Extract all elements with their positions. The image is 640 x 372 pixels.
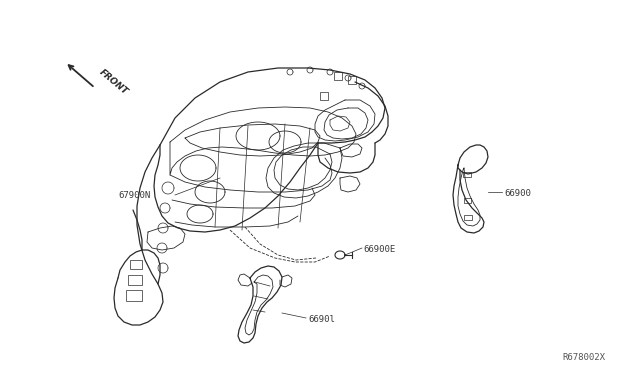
Text: 67900N: 67900N [118,191,150,200]
Bar [130,260,142,269]
Text: 6690l: 6690l [308,315,335,324]
Bar [128,275,142,285]
Bar [463,172,471,177]
Text: 66900: 66900 [504,189,531,198]
Bar [320,92,328,100]
Bar [348,76,356,84]
Bar [334,72,342,80]
Text: 66900E: 66900E [363,245,396,254]
Bar [126,290,142,301]
Bar [464,215,472,220]
Bar [464,198,471,203]
Text: R678002X: R678002X [562,353,605,362]
Text: FRONT: FRONT [98,68,130,97]
